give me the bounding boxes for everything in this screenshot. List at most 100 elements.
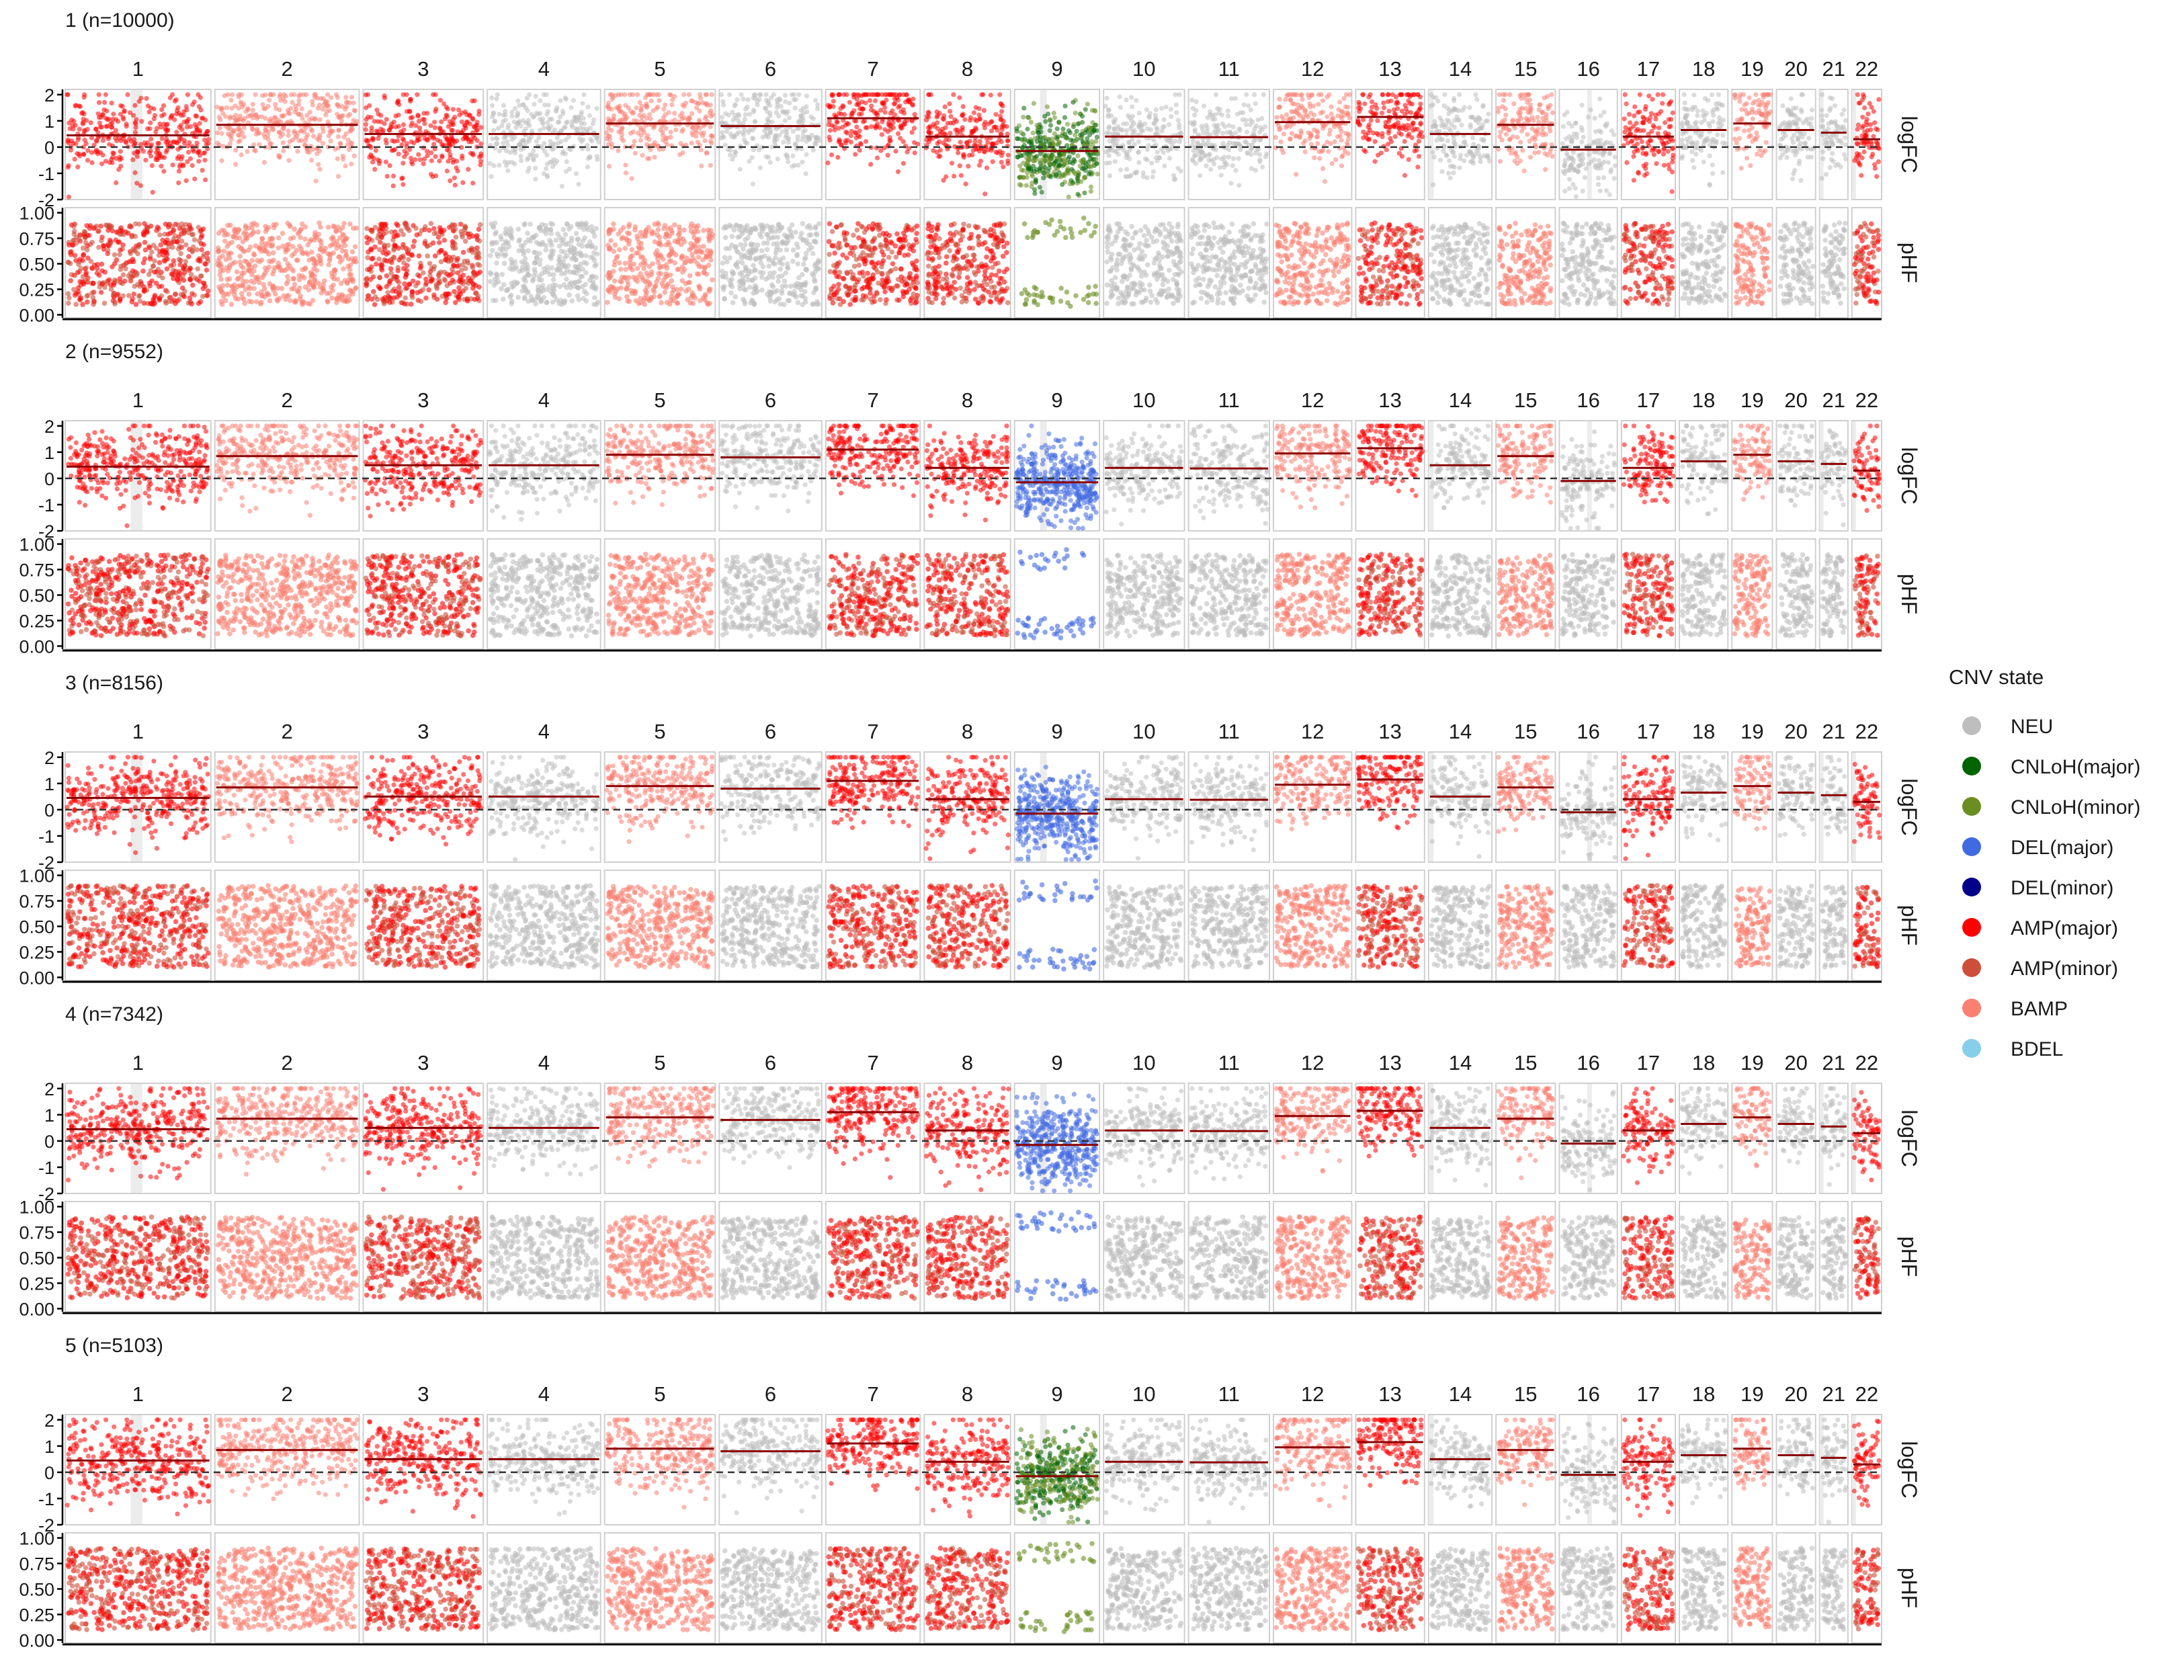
phf-point	[202, 281, 207, 286]
phf-point	[169, 263, 174, 268]
logfc-point	[454, 138, 459, 143]
phf-point	[431, 267, 436, 272]
logfc-point	[460, 120, 464, 124]
phf-point	[383, 222, 388, 227]
phf-point	[161, 253, 166, 258]
phf-point	[147, 245, 153, 251]
logfc-point	[196, 159, 201, 163]
logfc-point	[364, 93, 368, 97]
logfc-point	[466, 167, 470, 171]
phf-point	[329, 296, 335, 301]
logfc-point	[151, 190, 155, 195]
logfc-point	[329, 95, 333, 100]
logfc-point	[577, 182, 581, 187]
logfc-point	[185, 92, 190, 97]
logfc-point	[192, 99, 197, 104]
phf-point	[244, 279, 249, 284]
phf-point	[310, 257, 315, 262]
logfc-point	[82, 92, 87, 97]
phf-point	[276, 235, 282, 241]
phf-point	[475, 271, 480, 276]
phf-point	[137, 293, 142, 298]
logfc-point	[274, 106, 278, 111]
phf-point	[379, 235, 384, 241]
logfc-point	[558, 139, 563, 144]
logfc-point	[136, 149, 140, 154]
phf-point	[421, 287, 426, 292]
phf-point	[286, 278, 291, 284]
logfc-point	[433, 154, 437, 159]
logfc-point	[425, 138, 430, 142]
logfc-point	[533, 177, 538, 181]
logfc-point	[505, 143, 510, 148]
phf-point	[253, 275, 258, 280]
phf-point	[470, 265, 476, 270]
logfc-point	[408, 99, 413, 103]
logfc-point	[194, 130, 198, 134]
logfc-point	[554, 159, 559, 163]
logfc-point	[286, 128, 291, 133]
phf-point	[427, 243, 433, 248]
logfc-point	[165, 128, 170, 132]
logfc-point	[149, 136, 153, 141]
logfc-point	[396, 99, 401, 104]
phf-point	[219, 228, 224, 233]
logfc-point	[176, 154, 181, 159]
logfc-point	[134, 117, 138, 122]
phf-point	[175, 298, 180, 304]
phf-point	[134, 273, 139, 278]
phf-point	[434, 230, 439, 236]
logfc-point	[384, 159, 388, 164]
logfc-point	[236, 132, 241, 137]
logfc-point	[281, 140, 286, 145]
phf-point	[353, 244, 358, 249]
logfc-point	[442, 101, 446, 106]
phf-point	[431, 292, 437, 298]
logfc-point	[223, 114, 228, 119]
phf-point	[415, 233, 420, 238]
phf-point	[283, 249, 288, 255]
logfc-point	[242, 125, 247, 130]
logfc-point	[370, 136, 375, 141]
logfc-point	[374, 148, 378, 153]
phf-point	[175, 276, 180, 282]
logfc-point	[192, 177, 197, 181]
phf-point	[378, 286, 383, 291]
phf-point	[181, 278, 187, 283]
phf-point	[141, 260, 146, 265]
phf-point	[91, 281, 96, 286]
phf-point	[91, 302, 96, 307]
logfc-point	[343, 100, 348, 105]
phf-point	[247, 267, 252, 273]
logfc-point	[128, 139, 133, 144]
phf-point	[395, 268, 401, 274]
logfc-point	[239, 153, 244, 157]
logfc-point	[182, 138, 187, 142]
logfc-point	[194, 114, 199, 119]
logfc-point	[159, 114, 164, 118]
phf-point	[317, 220, 322, 226]
logfc-point	[451, 107, 456, 112]
phf-point	[169, 271, 175, 277]
logfc-point	[446, 159, 450, 163]
phf-point	[452, 263, 457, 269]
phf-point	[384, 284, 389, 290]
phf-point	[82, 229, 87, 235]
phf-point	[114, 237, 119, 243]
phf-point	[312, 274, 317, 279]
logfc-point	[173, 99, 177, 103]
phf-point	[165, 257, 170, 262]
logfc-point	[289, 92, 294, 97]
logfc-point	[200, 168, 205, 173]
phf-point	[418, 265, 423, 271]
phf-point	[442, 277, 448, 282]
logfc-point	[470, 116, 474, 120]
logfc-point	[380, 128, 385, 132]
phf-point	[412, 239, 417, 244]
phf-point	[99, 235, 105, 240]
logfc-point	[475, 138, 480, 143]
logfc-point	[449, 128, 454, 132]
phf-point	[437, 240, 442, 245]
phf-point	[102, 300, 108, 306]
logfc-point	[439, 120, 444, 124]
